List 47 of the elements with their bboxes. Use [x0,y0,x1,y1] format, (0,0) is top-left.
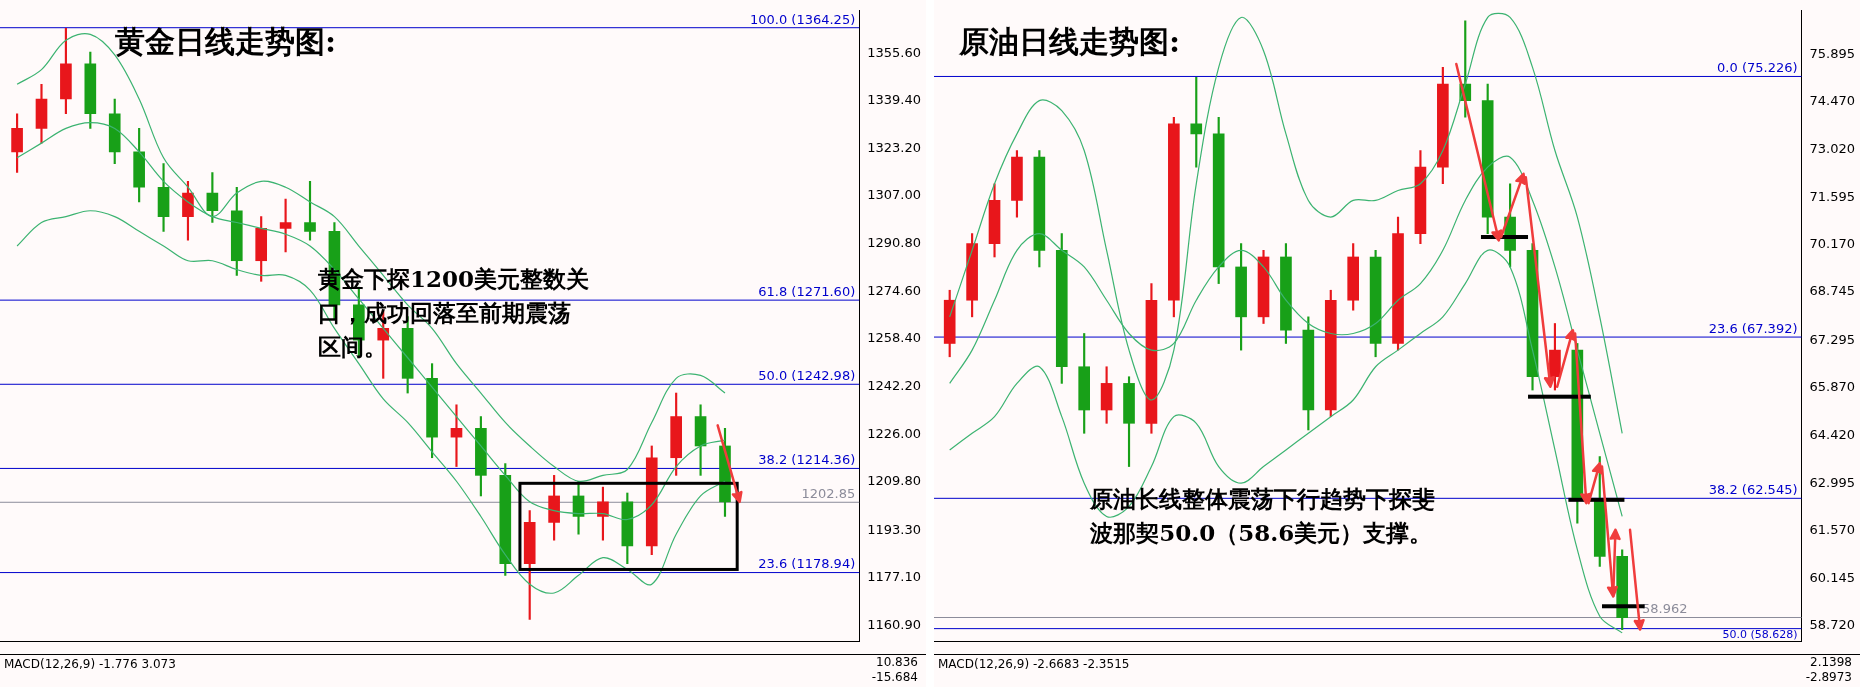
line-series [16,210,726,594]
y-tick-label: 1274.60 [867,282,922,298]
y-tick-label: 65.870 [1809,379,1856,395]
text: 原油日线走势图: [958,23,1181,59]
line-series [949,249,1623,634]
y-tick-label: 68.745 [1809,283,1856,299]
text: 2.1398 [1810,655,1852,669]
y-tick-label: 1242.20 [867,377,922,393]
y-tick-label: 1290.80 [867,235,922,251]
ref-line-label: 100.0 (1364.25) [749,11,856,27]
y-tick-label: 1177.10 [867,569,922,585]
y-tick-label: 1160.90 [867,616,922,632]
ref-line-label: 1202.85 [801,486,856,502]
ref-line-label: 38.2 (62.545) [1708,482,1798,498]
y-tick-label: 64.420 [1809,427,1856,443]
ref-line-label: 50.0 (1242.98) [758,368,856,384]
text: MACD(12,26,9) -2.6683 -2.3515 [938,657,1130,671]
y-tick-label: 1226.00 [867,425,922,441]
y-tick-label: 61.570 [1809,522,1856,538]
ref-line-label: 61.8 (1271.60) [758,284,856,299]
y-tick-label: 1258.40 [867,330,922,346]
text: 10.836 [876,655,918,669]
y-tick-label: 58.720 [1809,616,1856,632]
y-tick-label: 71.595 [1809,188,1856,204]
y-tick-label: 1193.30 [867,521,922,537]
ref-line-label: 23.6 (67.392) [1708,320,1798,336]
text: MACD(12,26,9) -1.776 3.073 [4,657,176,671]
ref-line-label: 23.6 (1178.94) [758,556,856,572]
y-tick-label: 75.895 [1809,45,1856,61]
ref-line-label: 50.0 (58.628) [1722,627,1798,641]
y-tick-label: 62.995 [1809,474,1856,490]
y-tick-label: 1209.80 [867,473,922,489]
y-tick-label: 60.145 [1809,569,1856,585]
text: -15.684 [871,670,918,684]
ref-line-label: 58.962 [1642,601,1688,617]
y-tick-label: 73.020 [1809,141,1856,157]
y-tick-label: 1323.20 [867,139,922,155]
y-tick-label: 1339.40 [867,92,922,108]
text: 黄金日线走势图: [115,23,337,59]
ref-line-label: 0.0 (75.226) [1717,60,1798,76]
text: -2.8973 [1805,670,1852,684]
y-tick-label: 70.170 [1809,236,1856,252]
ref-line-label: 38.2 (1214.36) [758,452,856,468]
y-tick-label: 1355.60 [867,44,922,60]
y-tick-label: 67.295 [1809,331,1856,347]
y-tick-label: 74.470 [1809,92,1856,108]
y-tick-label: 1307.00 [867,187,922,203]
